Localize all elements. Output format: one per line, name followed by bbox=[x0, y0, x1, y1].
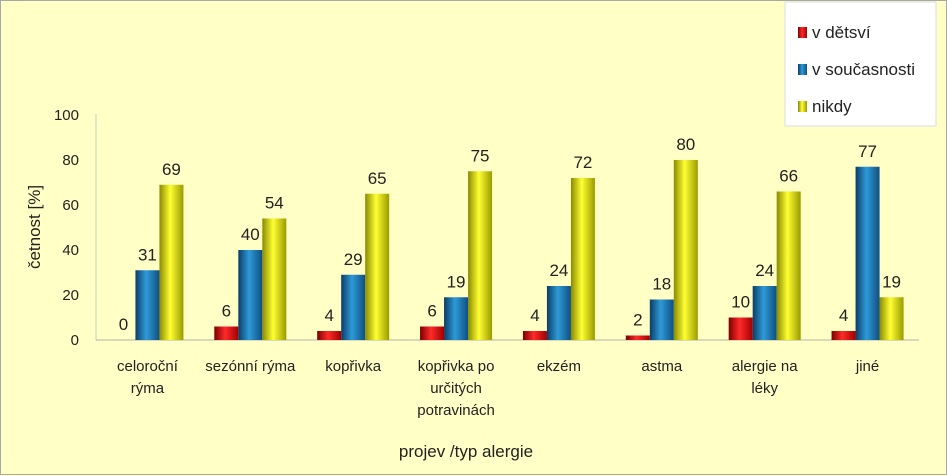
bar-never bbox=[570, 178, 595, 340]
bar-current bbox=[238, 250, 263, 340]
bar-childhood bbox=[317, 331, 342, 340]
data-label: 18 bbox=[652, 275, 671, 294]
data-label: 77 bbox=[858, 142, 877, 161]
bar-current bbox=[341, 274, 366, 340]
data-label: 6 bbox=[222, 302, 231, 321]
category-label: určitých bbox=[430, 380, 482, 397]
legend-label: v současnosti bbox=[812, 60, 915, 79]
bar-current bbox=[855, 166, 880, 340]
category-label: léky bbox=[751, 380, 778, 397]
x-axis-title: projev /typ alergie bbox=[399, 442, 533, 461]
data-label: 4 bbox=[324, 306, 333, 325]
y-tick-label: 0 bbox=[71, 332, 79, 349]
legend-swatch bbox=[798, 27, 807, 38]
y-tick-label: 40 bbox=[62, 242, 79, 259]
bar-current bbox=[752, 286, 777, 340]
data-label: 10 bbox=[731, 293, 750, 312]
category-label: astma bbox=[641, 358, 683, 375]
y-tick-label: 60 bbox=[62, 197, 79, 214]
category-label: alergie na bbox=[732, 358, 799, 375]
bar-never bbox=[673, 160, 698, 340]
category-label: rýma bbox=[131, 380, 165, 397]
bar-current bbox=[546, 286, 571, 340]
bar-never bbox=[468, 171, 493, 340]
y-tick-labels: 0 20 40 60 80 100 bbox=[54, 107, 79, 349]
data-label: 31 bbox=[138, 245, 157, 264]
data-label: 66 bbox=[779, 167, 798, 186]
data-label: 24 bbox=[755, 261, 774, 280]
bar-series bbox=[135, 160, 904, 340]
category-label: sezónní rýma bbox=[205, 358, 296, 375]
bar-never bbox=[776, 191, 801, 340]
bar-never bbox=[365, 193, 390, 340]
bar-current bbox=[135, 270, 160, 340]
bar-childhood bbox=[522, 331, 547, 340]
y-tick-label: 80 bbox=[62, 152, 79, 169]
data-label: 29 bbox=[344, 250, 363, 269]
category-labels: celoroční rýma sezónní rýma kopřivka kopřivk… bbox=[117, 358, 879, 419]
bar-never bbox=[159, 184, 184, 340]
category-label: ekzém bbox=[537, 358, 581, 375]
legend-box bbox=[784, 1, 937, 127]
bar-current bbox=[649, 299, 674, 340]
y-tick-label: 20 bbox=[62, 287, 79, 304]
data-label: 54 bbox=[265, 194, 284, 213]
bar-childhood bbox=[728, 317, 753, 340]
data-label: 24 bbox=[549, 261, 568, 280]
category-label: jiné bbox=[855, 358, 879, 375]
legend-swatch bbox=[798, 101, 807, 112]
data-label: 4 bbox=[530, 306, 539, 325]
category-label: potravinách bbox=[417, 402, 495, 419]
y-tick-label: 100 bbox=[54, 107, 79, 124]
category-label: kopřivka bbox=[325, 358, 382, 375]
legend-label: v dětsví bbox=[812, 23, 871, 42]
data-labels: 0 6 4 6 4 2 10 4 31 40 29 19 24 18 24 77 69 54 65 75 72 80 66 1… bbox=[119, 135, 901, 334]
data-label: 72 bbox=[573, 153, 592, 172]
bar-childhood bbox=[214, 326, 239, 340]
bar-childhood bbox=[420, 326, 445, 340]
category-label: celoroční bbox=[117, 358, 179, 375]
legend: v dětsví v současnosti nikdy bbox=[784, 1, 937, 127]
data-label: 40 bbox=[241, 225, 260, 244]
bar-childhood bbox=[831, 331, 856, 340]
data-label: 65 bbox=[368, 169, 387, 188]
data-label: 2 bbox=[633, 311, 642, 330]
category-label: kopřivka po bbox=[418, 358, 495, 375]
legend-label: nikdy bbox=[812, 97, 852, 116]
bar-current bbox=[444, 297, 469, 340]
y-axis-title: četnost [%] bbox=[25, 185, 44, 269]
data-label: 0 bbox=[119, 315, 128, 334]
data-label: 19 bbox=[882, 272, 901, 291]
data-label: 80 bbox=[676, 135, 695, 154]
data-label: 19 bbox=[447, 272, 466, 291]
bar-never bbox=[879, 297, 904, 340]
bar-never bbox=[262, 218, 287, 340]
data-label: 6 bbox=[427, 302, 436, 321]
data-label: 75 bbox=[471, 146, 490, 165]
data-label: 69 bbox=[162, 160, 181, 179]
data-label: 4 bbox=[839, 306, 848, 325]
legend-swatch bbox=[798, 64, 807, 75]
bar-childhood bbox=[625, 335, 650, 340]
